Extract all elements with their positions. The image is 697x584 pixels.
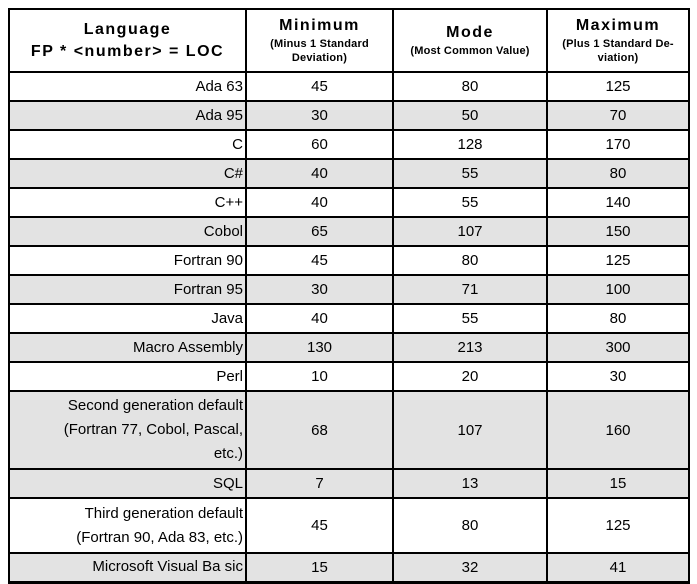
maximum-cell: 150 (546, 216, 690, 247)
maximum-cell: 80 (546, 158, 690, 189)
mode-cell: 80 (392, 71, 548, 102)
table-row: Second generation default (Fortran 77, C… (8, 390, 690, 470)
table-row: Cobol 65 107 150 (8, 216, 690, 247)
header-cell-maximum: Maximum (Plus 1 Standard De-viation) (546, 8, 690, 73)
table-row: C# 40 55 80 (8, 158, 690, 189)
language-cell: Perl (8, 361, 247, 392)
mode-cell: 55 (392, 303, 548, 334)
table-header: Language FP * <number> = LOC Minimum (Mi… (8, 8, 690, 73)
language-cell: C# (8, 158, 247, 189)
header-cell-minimum: Minimum (Minus 1 Standard Deviation) (245, 8, 394, 73)
mode-cell: 50 (392, 100, 548, 131)
minimum-cell: 68 (245, 390, 394, 470)
minimum-cell: 40 (245, 303, 394, 334)
language-cell: Third generation default (Fortran 90, Ad… (8, 497, 247, 554)
table-row: Macro Assembly 130 213 300 (8, 332, 690, 363)
table-row: Third generation default (Fortran 90, Ad… (8, 497, 690, 554)
language-cell: Fortran 90 (8, 245, 247, 276)
table-row: C++ 40 55 140 (8, 187, 690, 218)
maximum-cell: 70 (546, 100, 690, 131)
table-row: SQL 7 13 15 (8, 468, 690, 499)
maximum-cell: 170 (546, 129, 690, 160)
minimum-cell: 130 (245, 332, 394, 363)
language-cell: Ada 63 (8, 71, 247, 102)
mode-cell: 107 (392, 390, 548, 470)
table-row: Ada 95 30 50 70 (8, 100, 690, 131)
minimum-cell: 65 (245, 216, 394, 247)
language-header-title: Language (83, 20, 172, 38)
table-row: C 60 128 170 (8, 129, 690, 160)
mode-cell: 213 (392, 332, 548, 363)
table-row: Perl 10 20 30 (8, 361, 690, 392)
maximum-cell: 140 (546, 187, 690, 218)
mode-cell: 55 (392, 158, 548, 189)
table-body: Ada 63 45 80 125 Ada 95 30 50 70 C 60 128 170 C# 40 55… (8, 71, 690, 583)
maximum-cell: 30 (546, 361, 690, 392)
mode-header-subtitle: (Most Common Value) (410, 44, 530, 57)
minimum-cell: 45 (245, 245, 394, 276)
table-row: Fortran 95 30 71 100 (8, 274, 690, 305)
language-cell: Java (8, 303, 247, 334)
mode-cell: 71 (392, 274, 548, 305)
maximum-cell: 100 (546, 274, 690, 305)
table-row: Ada 63 45 80 125 (8, 71, 690, 102)
header-cell-language: Language FP * <number> = LOC (8, 8, 247, 73)
minimum-cell: 40 (245, 187, 394, 218)
minimum-cell: 60 (245, 129, 394, 160)
maximum-header-title: Maximum (575, 17, 661, 35)
mode-cell: 20 (392, 361, 548, 392)
language-cell: Macro Assembly (8, 332, 247, 363)
header-row: Language FP * <number> = LOC Minimum (Mi… (8, 8, 690, 73)
language-cell: C (8, 129, 247, 160)
mode-header-title: Mode (446, 24, 494, 42)
minimum-cell: 45 (245, 71, 394, 102)
language-cell: SQL (8, 468, 247, 499)
mode-cell: 80 (392, 245, 548, 276)
maximum-cell: 15 (546, 468, 690, 499)
mode-cell: 13 (392, 468, 548, 499)
language-cell: Fortran 95 (8, 274, 247, 305)
minimum-cell: 10 (245, 361, 394, 392)
header-cell-mode: Mode (Most Common Value) (392, 8, 548, 73)
maximum-cell: 125 (546, 71, 690, 102)
minimum-cell: 45 (245, 497, 394, 554)
minimum-header-subtitle: (Minus 1 Standard Deviation) (270, 38, 369, 64)
language-cell: Ada 95 (8, 100, 247, 131)
language-cell: Second generation default (Fortran 77, C… (8, 390, 247, 470)
mode-cell: 55 (392, 187, 548, 218)
language-cell: C++ (8, 187, 247, 218)
maximum-cell: 300 (546, 332, 690, 363)
language-cell: Cobol (8, 216, 247, 247)
maximum-cell: 160 (546, 390, 690, 470)
maximum-cell: 80 (546, 303, 690, 334)
mode-cell: 107 (392, 216, 548, 247)
mode-cell: 80 (392, 497, 548, 554)
maximum-header-subtitle: (Plus 1 Standard De-viation) (562, 38, 674, 64)
minimum-cell: 30 (245, 274, 394, 305)
maximum-cell: 125 (546, 245, 690, 276)
table-row: Java 40 55 80 (8, 303, 690, 334)
minimum-cell: 30 (245, 100, 394, 131)
fp-loc-conversion-table: Language FP * <number> = LOC Minimum (Mi… (8, 8, 690, 584)
language-header-formula: FP * <number> = LOC (30, 42, 225, 60)
minimum-cell: 40 (245, 158, 394, 189)
minimum-cell: 7 (245, 468, 394, 499)
mode-cell: 128 (392, 129, 548, 160)
minimum-header-title: Minimum (279, 17, 360, 35)
maximum-cell: 125 (546, 497, 690, 554)
table-row: Fortran 90 45 80 125 (8, 245, 690, 276)
